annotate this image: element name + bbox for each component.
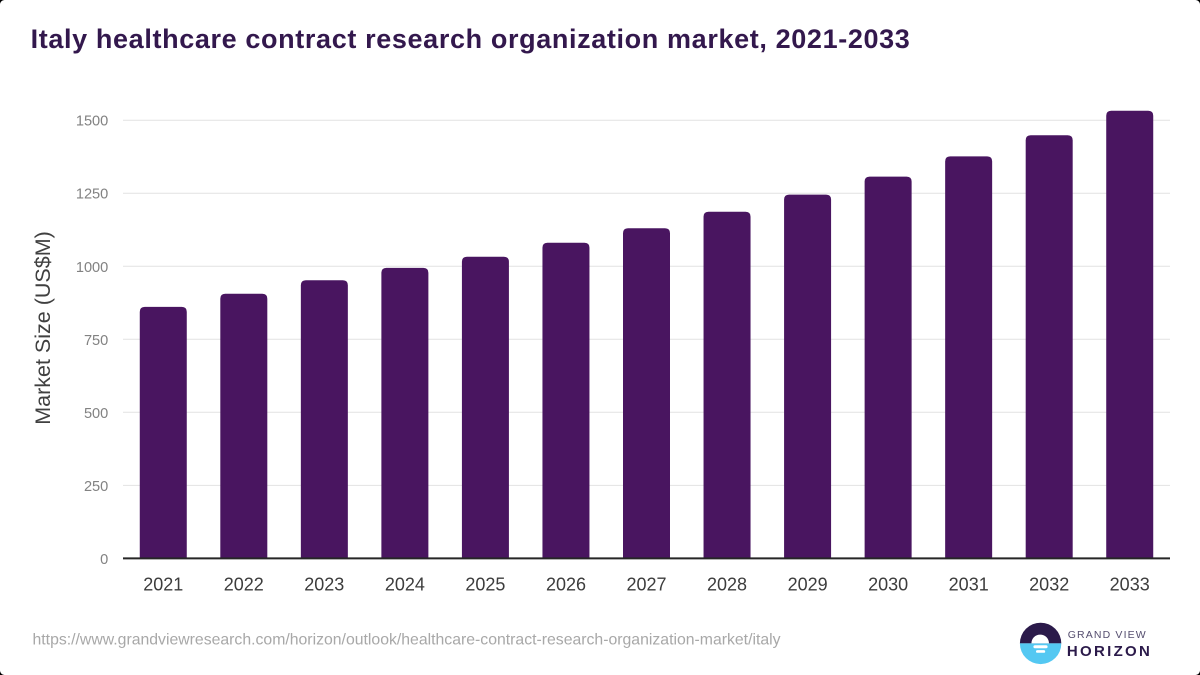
svg-text:1000: 1000	[76, 260, 108, 276]
svg-text:2025: 2025	[465, 574, 505, 594]
svg-text:2022: 2022	[224, 574, 264, 594]
svg-text:1500: 1500	[76, 114, 108, 130]
svg-text:Market Size (US$M): Market Size (US$M)	[31, 231, 55, 425]
svg-text:1250: 1250	[76, 187, 108, 203]
svg-text:2023: 2023	[304, 574, 344, 594]
svg-text:2021: 2021	[143, 574, 183, 594]
svg-text:0: 0	[100, 552, 108, 568]
svg-text:HORIZON: HORIZON	[1067, 643, 1152, 660]
svg-text:https://www.grandviewresearch.: https://www.grandviewresearch.com/horizo…	[33, 632, 781, 649]
svg-text:Italy healthcare contract rese: Italy healthcare contract research organ…	[31, 24, 911, 54]
svg-text:2033: 2033	[1110, 574, 1150, 594]
svg-text:500: 500	[84, 406, 108, 422]
svg-text:2032: 2032	[1029, 574, 1069, 594]
svg-text:GRAND VIEW: GRAND VIEW	[1068, 629, 1147, 641]
svg-text:2026: 2026	[546, 574, 586, 594]
svg-text:2024: 2024	[385, 574, 425, 594]
svg-text:2029: 2029	[788, 574, 828, 594]
svg-text:2030: 2030	[868, 574, 908, 594]
svg-text:2031: 2031	[949, 574, 989, 594]
svg-text:2028: 2028	[707, 574, 747, 594]
svg-text:750: 750	[84, 333, 108, 349]
svg-text:250: 250	[84, 479, 108, 495]
svg-text:2027: 2027	[626, 574, 666, 594]
